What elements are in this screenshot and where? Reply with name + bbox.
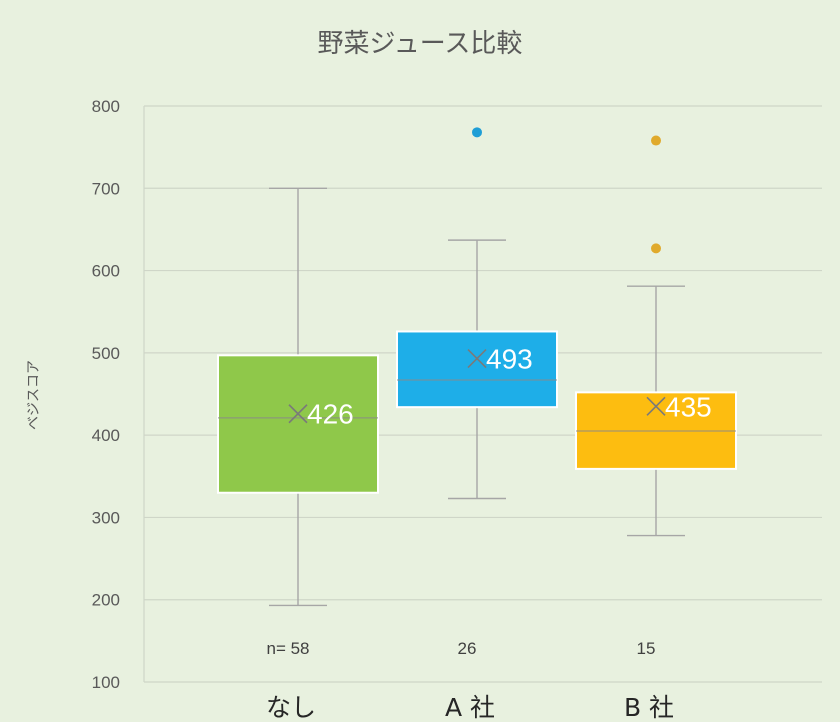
y-tick-label: 400 (92, 426, 120, 445)
box-iqr (217, 354, 379, 494)
y-tick-label: 300 (92, 508, 120, 527)
y-tick-label: 700 (92, 179, 120, 198)
mean-data-label: 426 (307, 399, 354, 430)
outlier-point (651, 243, 661, 254)
count-label: 15 (637, 639, 656, 658)
y-tick-label: 800 (92, 97, 120, 116)
outlier-point (651, 135, 661, 146)
outlier-point (472, 127, 482, 138)
count-label: 26 (458, 639, 477, 658)
chart-title: 野菜ジュース比較 (318, 29, 523, 59)
mean-marker (467, 349, 487, 369)
mean-data-label: 435 (665, 391, 712, 422)
x-category-label: なし (266, 693, 316, 722)
mean-data-label: 493 (486, 344, 533, 375)
y-axis-label: ベジスコア (26, 360, 42, 430)
y-tick-label: 600 (92, 262, 120, 281)
count-label: n= 58 (266, 639, 309, 658)
plot-area: 100 200 300 400 500 600 700 800 426 n= 58 なし 493 26 A… (92, 97, 822, 722)
box-iqr (396, 330, 558, 409)
y-tick-label: 500 (92, 344, 120, 363)
y-tick-label: 100 (92, 673, 120, 692)
x-category-label: B 社 (624, 693, 674, 722)
mean-marker (646, 396, 666, 416)
y-tick-label: 200 (92, 591, 120, 610)
x-category-label: A 社 (445, 693, 495, 722)
mean-marker (288, 404, 308, 424)
